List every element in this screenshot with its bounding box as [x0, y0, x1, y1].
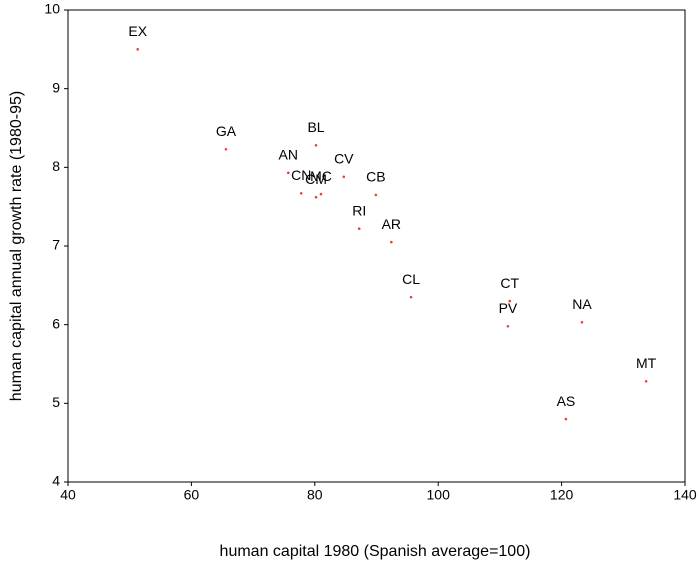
point-label: AS — [557, 393, 576, 409]
y-tick-label: 8 — [52, 158, 60, 174]
point-label: CM — [305, 171, 327, 187]
plot-frame — [67, 9, 686, 483]
point-label: EX — [128, 23, 147, 39]
point-label: NA — [572, 296, 592, 312]
x-tick-label: 120 — [550, 487, 574, 503]
y-tick-label: 5 — [52, 394, 60, 410]
point — [136, 48, 140, 51]
point-label: PV — [499, 300, 518, 316]
point-label: CL — [402, 271, 420, 287]
point — [357, 227, 361, 230]
point — [342, 175, 346, 179]
point — [224, 147, 228, 151]
point-label: CN — [291, 167, 311, 183]
x-tick-label: 40 — [60, 487, 76, 503]
x-tick-label: 100 — [427, 487, 451, 503]
point-label: MC — [310, 168, 332, 184]
point — [299, 191, 303, 195]
point-label: AN — [279, 147, 298, 163]
point — [580, 321, 584, 324]
point — [644, 380, 648, 383]
y-tick-label: 6 — [52, 315, 60, 331]
point — [506, 324, 510, 328]
point-label: AR — [382, 216, 401, 232]
point-label: RI — [352, 202, 366, 218]
point — [564, 417, 568, 421]
x-tick-label: 140 — [673, 487, 697, 503]
point — [314, 144, 318, 147]
x-tick-label: 80 — [307, 487, 323, 503]
point-label: CB — [366, 169, 385, 185]
point — [319, 192, 323, 196]
point-label: GA — [216, 123, 237, 139]
point — [508, 299, 512, 303]
y-tick-label: 10 — [44, 1, 60, 17]
point-label: BL — [307, 119, 324, 135]
point — [409, 295, 413, 299]
y-tick-label: 7 — [52, 237, 60, 253]
point — [286, 171, 290, 175]
y-tick-label: 4 — [52, 473, 60, 489]
x-axis-label: human capital 1980 (Spanish average=100) — [220, 543, 531, 560]
y-tick-label: 9 — [52, 79, 60, 95]
point-label: CT — [500, 275, 519, 291]
y-axis-label: human capital annual growth rate (1980-9… — [8, 91, 25, 401]
x-tick-label: 60 — [184, 487, 200, 503]
point — [314, 195, 318, 199]
point-label: CV — [334, 150, 354, 166]
point — [390, 240, 393, 244]
point — [374, 193, 378, 197]
point-label: MT — [636, 355, 657, 371]
